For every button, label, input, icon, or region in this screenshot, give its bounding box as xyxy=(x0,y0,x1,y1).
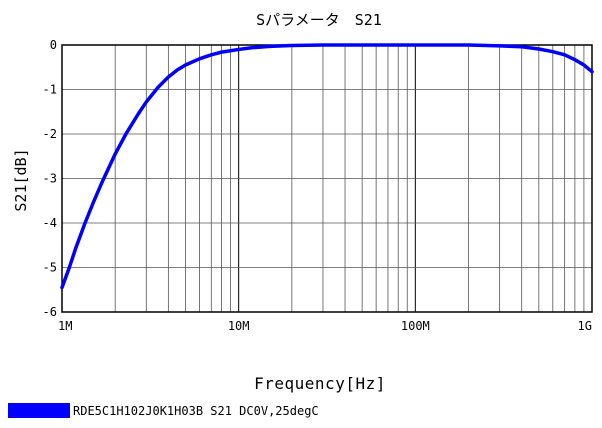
legend-entry: RDE5C1H102J0K1H03B S21 DC0V,25degC xyxy=(73,404,319,418)
y-tick-labels: 0 -1 -2 -3 -4 -5 -6 xyxy=(43,38,57,319)
y-axis-label: S21[dB] xyxy=(12,148,30,211)
x-tick-label: 10M xyxy=(228,319,250,333)
y-tick-label: -6 xyxy=(43,305,57,319)
series-line-0 xyxy=(60,43,594,290)
chart-title: Sパラメータ S21 xyxy=(256,11,382,29)
y-tick-label: 0 xyxy=(50,38,57,52)
legend: RDE5C1H102J0K1H03B S21 DC0V,25degC xyxy=(8,403,319,418)
x-tick-label: 1M xyxy=(58,319,72,333)
y-tick-label: -2 xyxy=(43,127,57,141)
plot-series xyxy=(60,43,594,290)
grid xyxy=(61,44,593,313)
x-tick-label: 100M xyxy=(401,319,430,333)
y-tick-label: -3 xyxy=(43,172,57,186)
x-tick-labels: 1M 10M 100M 1G xyxy=(58,319,592,333)
y-tick-label: -4 xyxy=(43,216,57,230)
x-tick-label: 1G xyxy=(578,319,592,333)
legend-swatch xyxy=(8,403,70,418)
x-axis-label: Frequency[Hz] xyxy=(254,374,386,393)
y-tick-label: -5 xyxy=(43,261,57,275)
y-tick-label: -1 xyxy=(43,83,57,97)
